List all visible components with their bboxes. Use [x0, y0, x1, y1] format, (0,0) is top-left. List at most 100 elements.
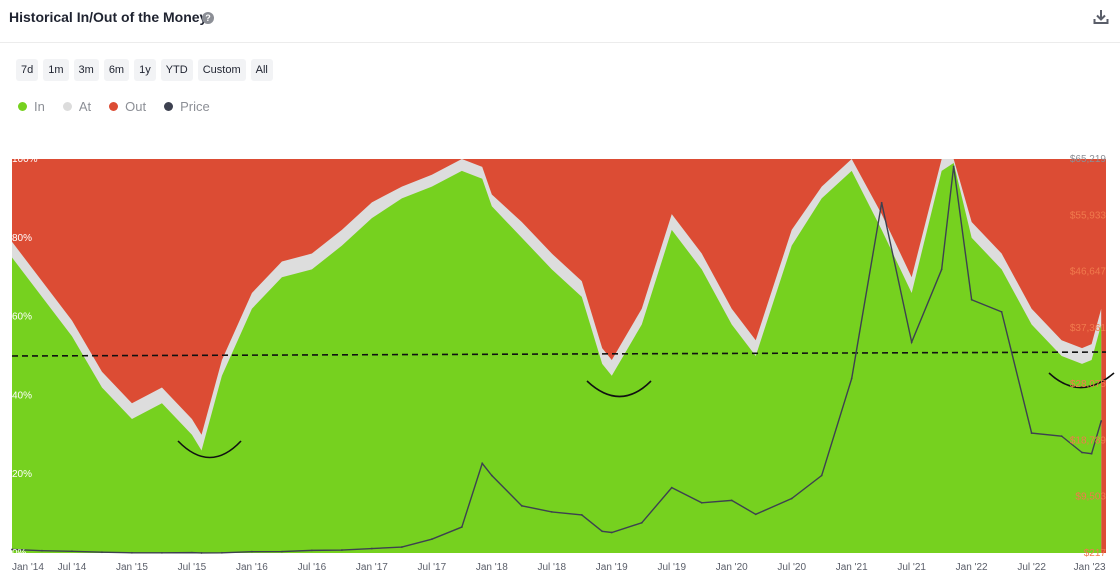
y-axis-right: $217 $9,503 $18,789 $28,075 $37,361 $46,647 $5… [1070, 154, 1107, 559]
bottom-curve-2015 [177, 440, 242, 459]
price-point [1000, 310, 1003, 313]
price-point [550, 510, 553, 513]
range-6m-button[interactable]: 6m [103, 59, 130, 81]
x-tick-label: Jul '14 [58, 562, 87, 573]
price-point [370, 547, 373, 550]
chart-header: Historical In/Out of the Money ? [0, 0, 1120, 43]
y-right-tick-label: $28,075 [1070, 379, 1107, 390]
price-point [601, 530, 604, 533]
price-point [131, 551, 133, 554]
x-tick-label: Jan '15 [116, 562, 148, 573]
price-point [1060, 435, 1063, 438]
price-series [11, 165, 1103, 554]
y-right-tick-label: $46,647 [1070, 267, 1107, 278]
price-point [1100, 420, 1103, 422]
threshold-dashed-line [11, 351, 1107, 357]
x-tick-label: Jan '20 [716, 562, 748, 573]
range-all-button[interactable]: All [250, 59, 273, 81]
y-left-tick-label: 60% [12, 312, 32, 323]
y-right-tick-label: $18,789 [1070, 435, 1107, 446]
price-point [952, 165, 955, 168]
y-right-tick-label: $9,503 [1075, 492, 1106, 503]
legend-out-swatch [109, 102, 119, 111]
y-right-tick-label: $37,361 [1070, 323, 1107, 334]
price-point [251, 550, 253, 553]
price-point [790, 497, 793, 500]
y-right-tick-label: $65,219 [1070, 154, 1107, 165]
price-point [520, 504, 523, 507]
price-point [1090, 452, 1093, 455]
price-point [101, 551, 103, 554]
price-point [281, 550, 283, 553]
price-point [340, 549, 343, 551]
range-7d-button[interactable]: 7d [16, 59, 39, 81]
legend-out[interactable]: Out [109, 99, 146, 114]
price-point [490, 474, 493, 477]
price-point [880, 201, 883, 204]
in-area [12, 162, 1102, 553]
price-point [11, 548, 13, 551]
price-point [640, 521, 643, 524]
range-3m-button[interactable]: 3m [73, 59, 99, 81]
price-point [580, 514, 583, 516]
x-tick-label: Jul '15 [178, 562, 207, 573]
legend-price[interactable]: Price [164, 99, 210, 114]
legend-at-swatch [62, 102, 72, 111]
download-icon[interactable] [1092, 8, 1110, 26]
price-point [1030, 432, 1033, 434]
y-left-tick-label: 0% [12, 548, 27, 559]
bottom-curve-2022 [1048, 372, 1115, 389]
price-point [221, 551, 223, 554]
x-tick-label: Jul '17 [418, 562, 447, 573]
legend-in-label: In [34, 99, 45, 114]
legend-in-swatch [18, 102, 27, 111]
chart-title: Historical In/Out of the Money [9, 9, 208, 25]
price-point [820, 474, 823, 477]
price-point [910, 341, 913, 344]
help-icon[interactable]: ? [202, 12, 214, 24]
price-point [430, 538, 433, 541]
x-tick-label: Jul '21 [897, 562, 926, 573]
bottom-curve-2019 [586, 380, 652, 398]
price-point [670, 486, 673, 489]
range-1y-button[interactable]: 1y [134, 59, 156, 81]
chart-annotations [11, 351, 1115, 459]
x-tick-label: Jan '18 [476, 562, 508, 573]
x-tick-label: Jan '21 [836, 562, 868, 573]
price-point [481, 462, 484, 465]
price-point [200, 552, 203, 554]
legend-out-label: Out [125, 99, 147, 114]
price-point [191, 551, 193, 554]
y-left-tick-label: 80% [12, 233, 32, 244]
price-point [1081, 451, 1083, 454]
x-tick-label: Jul '22 [1017, 562, 1046, 573]
x-tick-label: Jul '19 [657, 562, 686, 573]
legend-at[interactable]: At [62, 99, 91, 114]
range-1m-button[interactable]: 1m [43, 59, 69, 81]
price-point [730, 499, 733, 502]
range-ytd-button[interactable]: YTD [160, 59, 193, 81]
y-left-tick-label: 40% [12, 390, 32, 401]
legend-price-swatch [164, 102, 174, 111]
price-point [71, 550, 73, 553]
price-point [460, 526, 463, 528]
x-axis: Jan '14 Jul '14 Jan '15 Jul '15 Jan '16 Jul '… [12, 562, 1106, 573]
y-left-tick-label: 100% [12, 154, 38, 165]
x-tick-label: Jan '17 [356, 562, 388, 573]
price-point [41, 549, 43, 552]
price-point [400, 546, 403, 548]
x-tick-label: Jan '23 [1074, 562, 1106, 573]
range-custom-button[interactable]: Custom [197, 59, 246, 81]
chart-legend: In At Out Price [18, 99, 210, 114]
x-tick-label: Jul '18 [538, 562, 567, 573]
x-tick-label: Jan '14 [12, 562, 44, 573]
y-right-tick-label: $55,933 [1070, 210, 1107, 221]
chart-plot: 0% 20% 40% 60% 80% 100% $217 $9,503 $18,789 $28,… [11, 154, 1115, 573]
legend-price-label: Price [180, 99, 210, 114]
price-point [161, 551, 163, 554]
x-tick-label: Jan '22 [956, 562, 988, 573]
x-tick-label: Jan '16 [236, 562, 268, 573]
price-point [610, 531, 613, 534]
legend-in[interactable]: In [18, 99, 45, 114]
x-tick-label: Jul '16 [298, 562, 327, 573]
